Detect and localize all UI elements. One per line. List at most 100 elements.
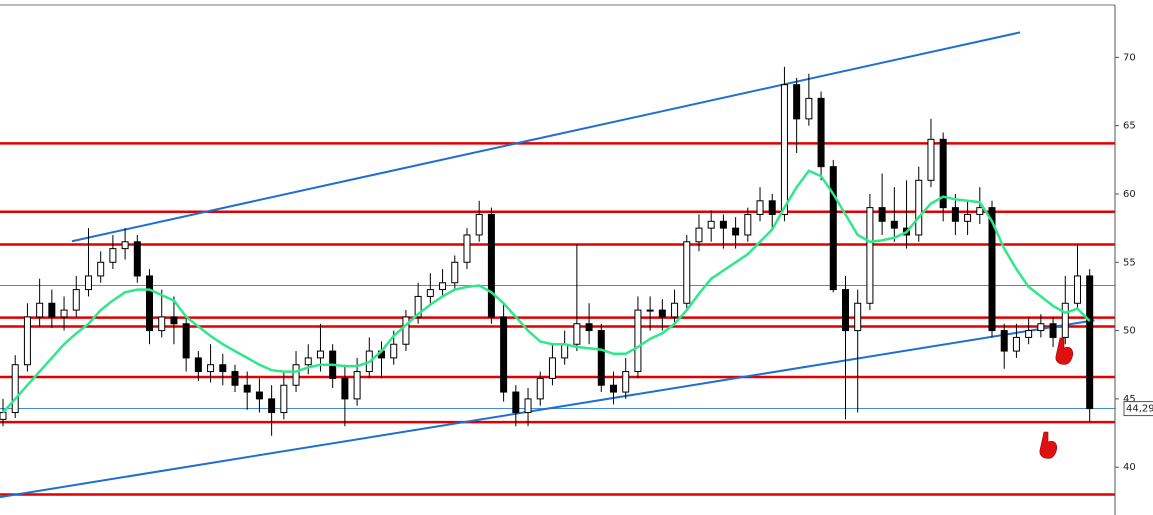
candle-body (268, 398, 276, 414)
candle-body (536, 377, 544, 400)
candle-body (805, 97, 813, 120)
candle-body (817, 97, 825, 168)
candle-body (793, 84, 801, 120)
candle-body (707, 220, 715, 229)
candle-body (1049, 323, 1057, 338)
candle-body (182, 323, 190, 359)
candle-body (585, 323, 593, 332)
moving-average (2, 169, 1091, 414)
candle-body (1012, 336, 1020, 352)
candle-body (414, 295, 422, 318)
candle-body (768, 200, 776, 215)
candle-body (36, 302, 44, 318)
candle-body (11, 364, 19, 414)
candle-body (610, 384, 617, 393)
candle-body (353, 371, 361, 400)
candle-body (1037, 323, 1045, 332)
candle-body (23, 316, 31, 366)
candle-body (512, 391, 520, 414)
candle-body (964, 213, 972, 222)
candle-body (744, 213, 752, 236)
trendline (71, 31, 1021, 243)
candle-body (146, 275, 154, 332)
hand-shape (1055, 337, 1074, 365)
candle-body (390, 343, 398, 359)
candle-body (231, 371, 239, 386)
candle-body (402, 316, 410, 345)
candle-body (207, 364, 215, 373)
candle-body (658, 309, 666, 318)
candle-body (634, 309, 642, 373)
candle-body (439, 282, 447, 291)
candle-body (915, 179, 923, 236)
y-tick-label: 45 (1123, 394, 1136, 405)
last-price-box (1123, 401, 1153, 417)
candle-body (158, 316, 166, 332)
candle-body (292, 364, 300, 386)
candle-body (951, 207, 959, 222)
candle-body (121, 241, 129, 250)
candle-body (1073, 275, 1081, 304)
candle-body (219, 364, 227, 373)
candle-body (243, 384, 251, 393)
candle-body (927, 138, 935, 181)
candle-body (109, 248, 117, 263)
candle-body (671, 302, 679, 318)
candle-body (524, 398, 532, 414)
candle-body (939, 138, 947, 209)
candle-body (97, 261, 105, 277)
candle-body (1025, 330, 1033, 338)
candle-body (500, 316, 508, 393)
candle-body (426, 289, 434, 297)
candle-body (133, 241, 141, 277)
trendline (0, 319, 1095, 499)
last-price-label: 44,29 (1126, 404, 1153, 415)
candle-body (646, 309, 654, 312)
candle-body (890, 220, 898, 229)
candle-body (866, 207, 874, 304)
candle-body (988, 207, 996, 332)
candle-body (487, 213, 495, 318)
candle-body (451, 261, 459, 284)
candle-body (475, 213, 483, 236)
candle-body (304, 357, 312, 366)
candle-body (341, 377, 349, 400)
candle-body (597, 330, 605, 386)
candle-body (84, 275, 92, 291)
candle-body (854, 302, 862, 332)
candle-body (683, 241, 691, 304)
candle-body (280, 384, 288, 414)
candle-body (732, 227, 740, 236)
hand-icon (1039, 431, 1058, 459)
candle-body (0, 412, 7, 420)
candle-body (1061, 302, 1069, 338)
candle-body (60, 309, 68, 318)
candle-body (976, 207, 984, 215)
candle-body (170, 316, 178, 325)
candle-body (48, 302, 56, 318)
candle-body (829, 166, 837, 291)
candle-body (695, 227, 703, 243)
candle-body (573, 323, 581, 345)
candle-body (719, 220, 727, 229)
candle-body (1086, 275, 1094, 410)
y-tick-label: 60 (1123, 189, 1136, 200)
candle-body (756, 200, 764, 215)
hand-shape (1039, 431, 1058, 459)
y-tick-label: 65 (1123, 121, 1136, 132)
y-tick-label: 55 (1123, 257, 1136, 268)
candle-body (316, 350, 324, 359)
y-tick-label: 40 (1123, 462, 1136, 473)
y-tick-label: 50 (1123, 326, 1136, 337)
hand-icon (1055, 337, 1074, 365)
candle-body (463, 234, 471, 263)
plot-area (0, 31, 1115, 499)
candle-body (622, 371, 630, 393)
candle-body (255, 391, 263, 400)
candle-body (878, 207, 886, 222)
candle-body (548, 357, 556, 379)
candle-body (1000, 330, 1008, 352)
candle-body (72, 289, 80, 311)
candle-body (561, 343, 569, 359)
